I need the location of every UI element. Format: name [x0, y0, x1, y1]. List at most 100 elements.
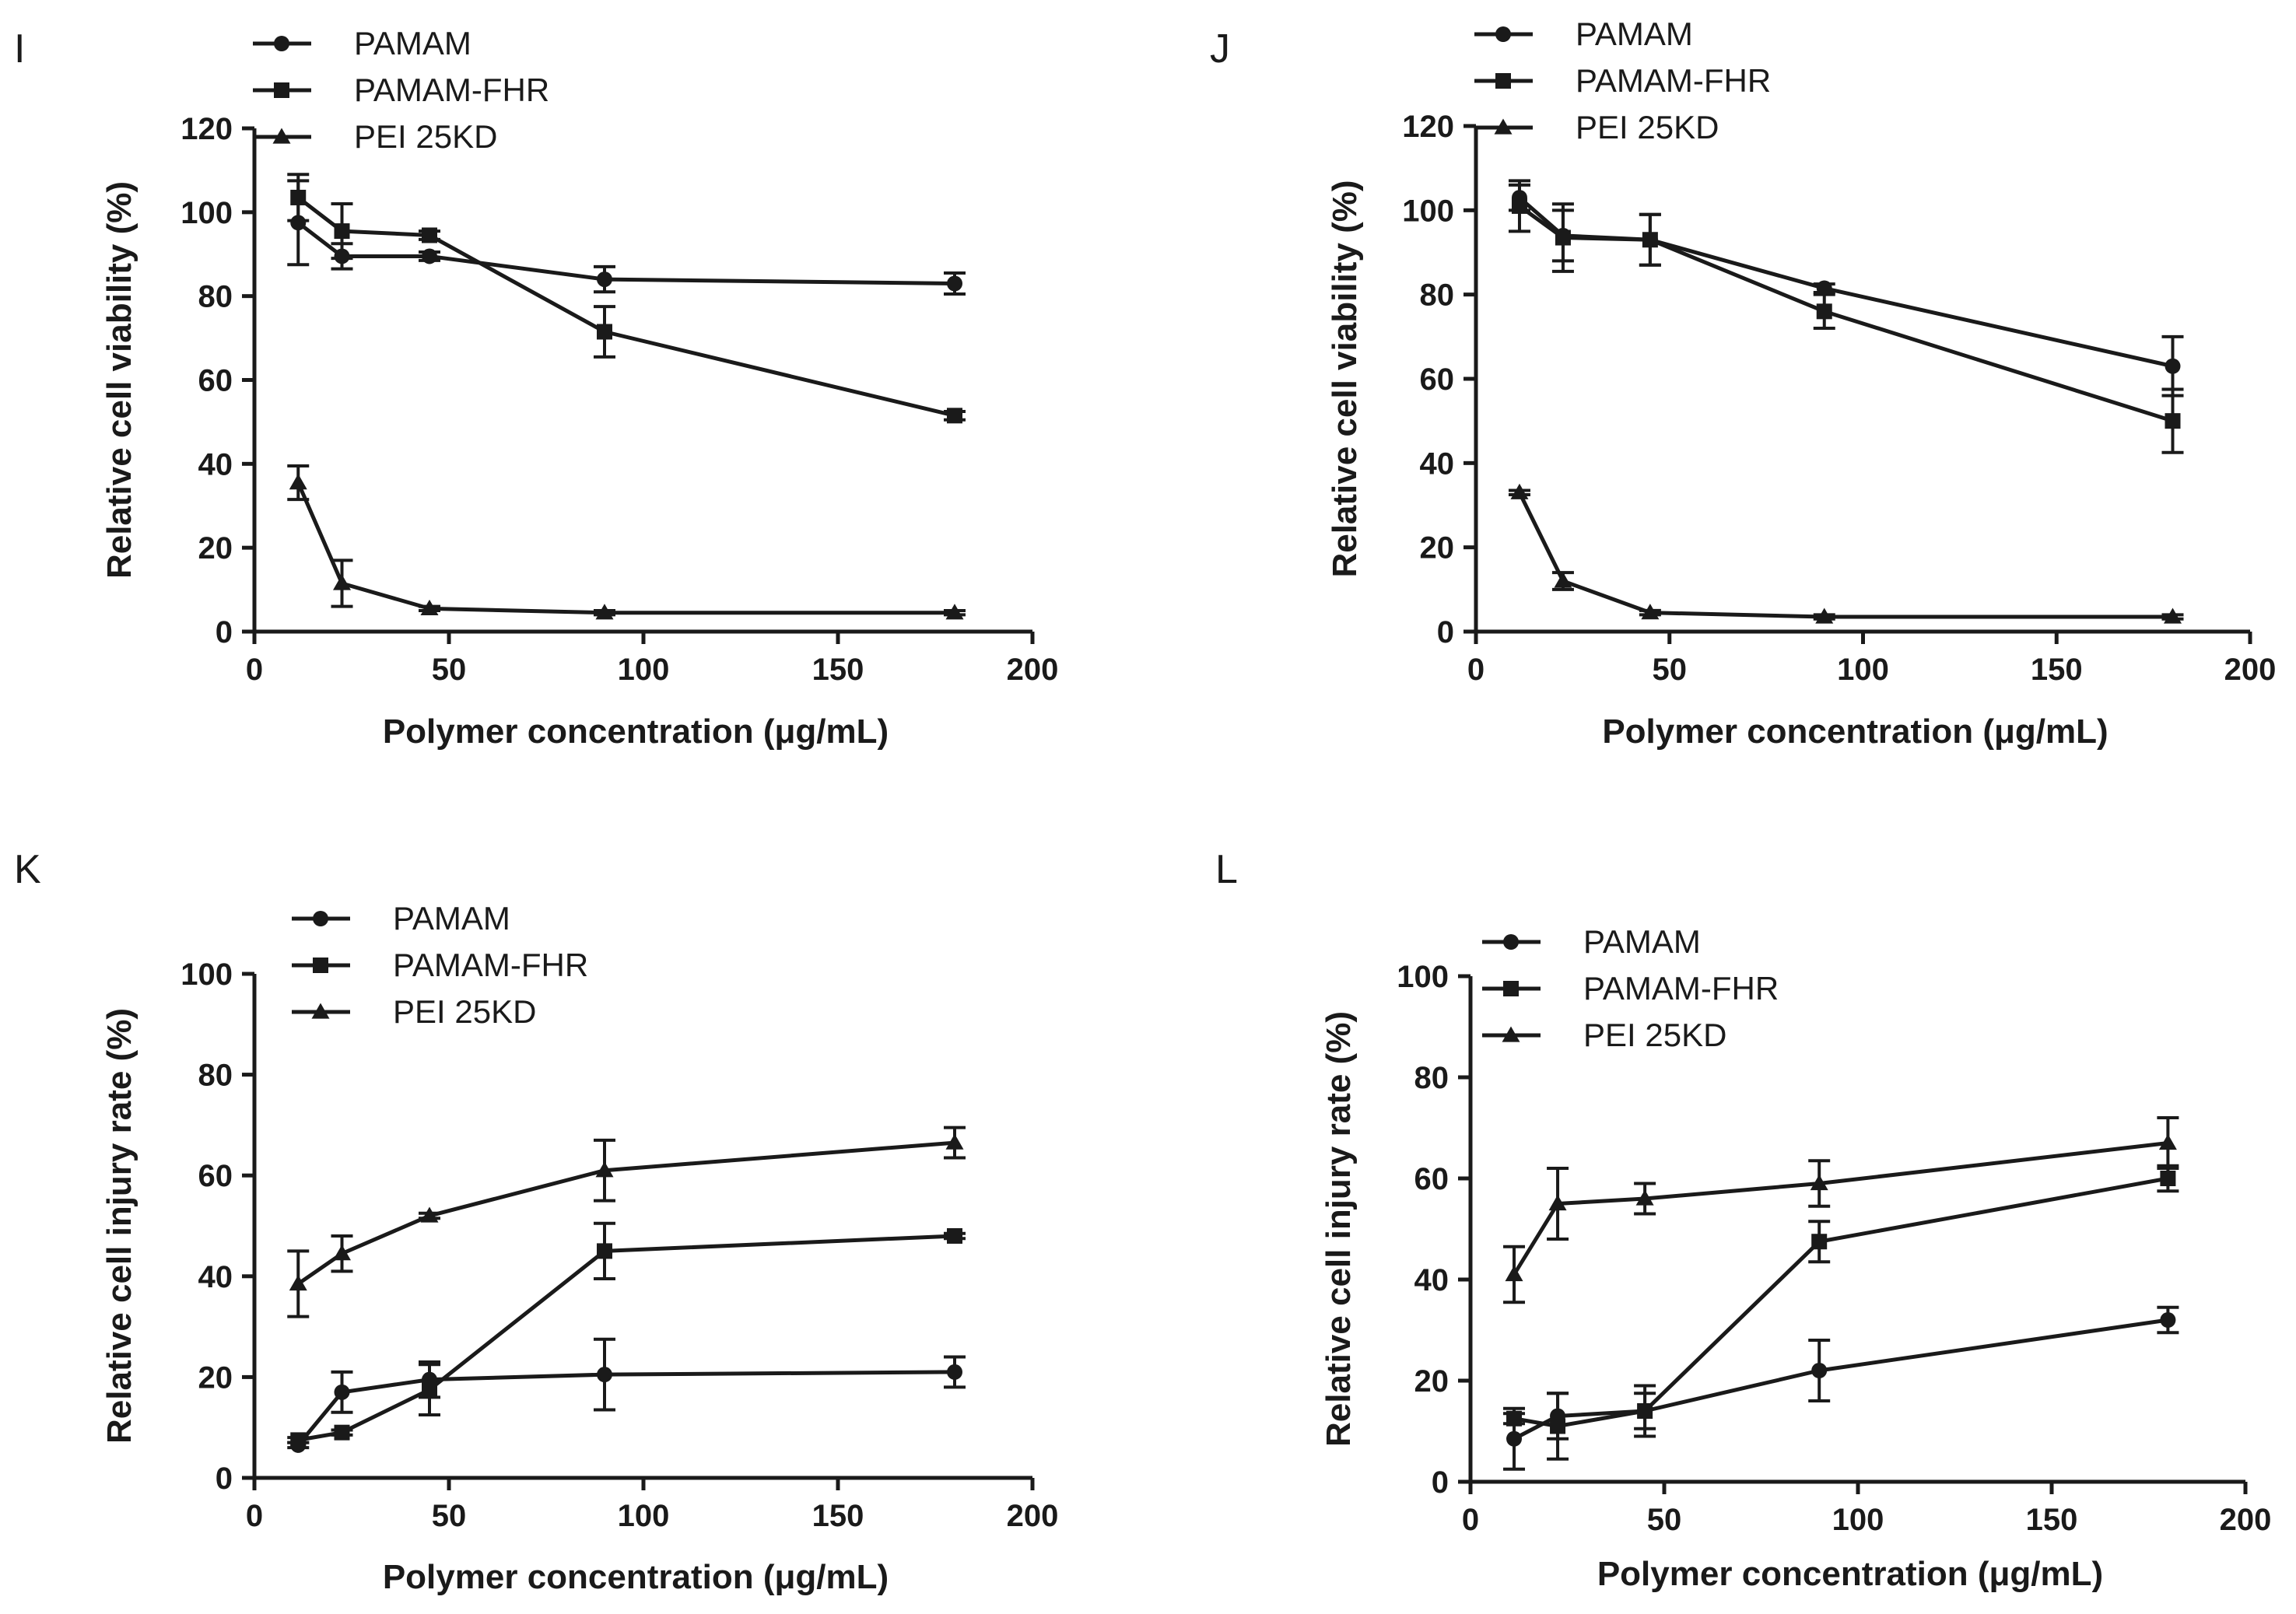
series-line [1512, 1141, 2168, 1276]
x-tick-label: 0 [246, 1499, 263, 1533]
data-point [947, 1227, 962, 1244]
data-point [422, 248, 437, 264]
data-point [1548, 1195, 1567, 1211]
x-tick-label: 150 [812, 1499, 864, 1533]
y-tick-label: 40 [1420, 446, 1455, 481]
y-tick-label: 0 [1437, 615, 1454, 649]
data-point [334, 1424, 350, 1441]
legend-marker [1495, 73, 1511, 89]
data-point [2158, 1134, 2177, 1150]
y-tick-label: 0 [1432, 1465, 1449, 1500]
y-tick-label: 40 [198, 1260, 233, 1294]
y-tick-label: 40 [1414, 1263, 1449, 1297]
y-tick-label: 60 [1414, 1162, 1449, 1196]
panel-letter: K [14, 847, 41, 892]
series-line [1513, 1318, 2168, 1441]
y-tick-label: 20 [198, 1360, 233, 1395]
y-tick-label: 0 [216, 615, 233, 649]
series-pei-25kd [1508, 483, 2184, 624]
data-point [1816, 280, 1832, 296]
legend-marker [1503, 981, 1519, 996]
series-pamam-fhr [287, 173, 966, 424]
data-point [945, 1133, 964, 1150]
legend-label: PAMAM [354, 25, 471, 61]
series-line [296, 1370, 955, 1447]
series-line [1513, 1176, 2168, 1428]
series-pamam [287, 1337, 966, 1453]
series-pamam [1503, 1305, 2179, 1471]
y-tick-label: 0 [216, 1462, 233, 1496]
legend-label: PAMAM-FHR [1576, 62, 1771, 99]
data-point [1505, 1266, 1523, 1282]
x-tick-label: 150 [2031, 653, 2083, 687]
data-point [2164, 607, 2182, 624]
legend-label: PAMAM [1583, 923, 1701, 960]
data-point [290, 1432, 307, 1448]
x-tick-label: 200 [2220, 1503, 2272, 1537]
data-point [1555, 229, 1571, 246]
data-point [289, 474, 307, 490]
chart-panel-j: J 0 20 40 60 80 100 120 0 50 100 150 200 Polymer conc… [1210, 16, 2276, 751]
x-tick-label: 150 [812, 653, 864, 687]
series-pei-25kd [1503, 1116, 2179, 1304]
data-point [1810, 1175, 1828, 1191]
x-tick-label: 150 [2026, 1503, 2078, 1537]
x-tick-label: 100 [1832, 1503, 1884, 1537]
x-axis-title: Polymer concentration (μg/mL) [383, 1558, 889, 1596]
y-tick-label: 20 [1414, 1364, 1449, 1399]
x-tick-label: 100 [618, 1499, 670, 1533]
y-axis-title: Relative cell injury rate (%) [1320, 1011, 1358, 1447]
series-pei-25kd [287, 464, 966, 620]
y-tick-label: 20 [198, 531, 233, 565]
data-point [2160, 1171, 2176, 1186]
legend-marker [272, 128, 291, 144]
series-pei-25kd [287, 1126, 966, 1318]
chart-panel-l: L 0 20 40 60 80 100 0 50 100 150 200 Polymer concent… [1215, 847, 2271, 1593]
y-axis-title: Relative cell viability (%) [100, 181, 138, 579]
y-tick-label: 100 [1402, 194, 1454, 228]
legend-label: PEI 25KD [1583, 1017, 1726, 1053]
data-point [947, 408, 962, 424]
legend-label: PAMAM-FHR [354, 72, 549, 108]
data-point [947, 1364, 962, 1380]
data-point [2165, 358, 2181, 374]
series-pamam [287, 179, 966, 296]
data-point [2160, 1312, 2176, 1328]
data-point [290, 215, 307, 231]
x-tick-label: 200 [2224, 653, 2277, 687]
y-tick-label: 60 [1420, 362, 1455, 397]
legend-marker [1503, 934, 1519, 950]
series-line [1518, 204, 2174, 423]
legend-label: PAMAM-FHR [393, 947, 588, 983]
data-point [289, 1275, 307, 1291]
x-axis-title: Polymer concentration (μg/mL) [1597, 1555, 2103, 1593]
data-point [1510, 483, 1529, 499]
x-tick-label: 200 [1007, 653, 1059, 687]
data-point [334, 1384, 350, 1400]
data-point [597, 1243, 612, 1259]
series-line [1517, 492, 2173, 619]
data-point [422, 227, 437, 243]
series-line [296, 1140, 955, 1286]
x-tick-label: 0 [1467, 653, 1485, 687]
data-point [595, 1161, 614, 1178]
legend-marker [1502, 1026, 1520, 1042]
legend-label: PAMAM [1576, 16, 1693, 52]
data-point [597, 271, 612, 288]
x-tick-label: 0 [1462, 1503, 1479, 1537]
series-line [297, 1234, 955, 1442]
x-tick-label: 50 [432, 653, 467, 687]
data-point [420, 599, 439, 615]
legend-marker [313, 911, 328, 926]
series-line [296, 195, 955, 418]
series-pamam [1508, 183, 2184, 397]
data-point [1550, 1418, 1566, 1434]
panel-letter: I [14, 26, 25, 72]
y-tick-label: 120 [181, 112, 233, 146]
legend-label: PAMAM-FHR [1583, 970, 1779, 1007]
legend-label: PEI 25KD [1576, 109, 1719, 145]
x-tick-label: 50 [432, 1499, 467, 1533]
x-axis-title: Polymer concentration (μg/mL) [1602, 712, 2108, 751]
data-point [290, 189, 307, 205]
legend-marker [313, 958, 328, 973]
